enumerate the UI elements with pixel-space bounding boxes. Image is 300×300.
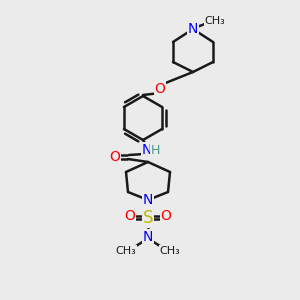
Text: S: S xyxy=(143,209,153,227)
Text: N: N xyxy=(188,22,198,36)
Text: N: N xyxy=(143,193,153,207)
Text: CH₃: CH₃ xyxy=(160,246,180,256)
Text: H: H xyxy=(150,143,160,157)
Text: O: O xyxy=(160,209,171,223)
Text: O: O xyxy=(124,209,135,223)
Text: CH₃: CH₃ xyxy=(116,246,136,256)
Text: N: N xyxy=(142,143,152,157)
Text: O: O xyxy=(110,150,120,164)
Text: N: N xyxy=(143,230,153,244)
Text: CH₃: CH₃ xyxy=(205,16,225,26)
Text: O: O xyxy=(154,82,165,96)
